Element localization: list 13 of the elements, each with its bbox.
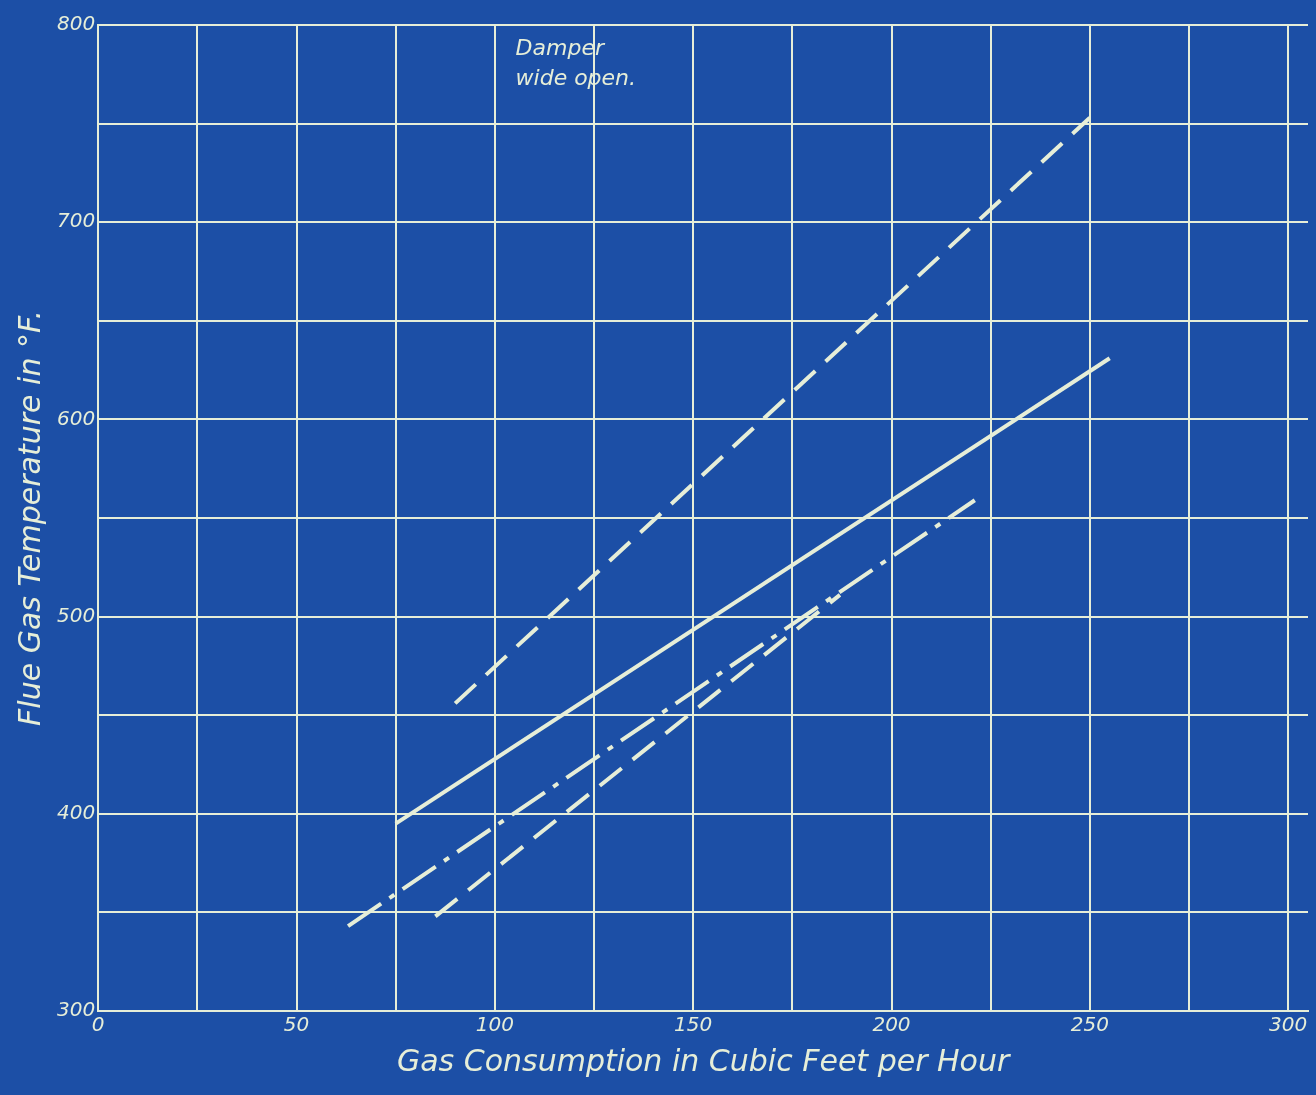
x-tick-label: 250 bbox=[1070, 1012, 1109, 1037]
x-tick-label: 50 bbox=[283, 1012, 310, 1037]
x-tick-label: 200 bbox=[872, 1012, 911, 1037]
y-tick-label: 600 bbox=[56, 405, 96, 430]
x-tick-label: 100 bbox=[475, 1012, 514, 1037]
x-tick-label: 150 bbox=[674, 1012, 713, 1037]
y-axis-title: Flue Gas Temperature in °F. bbox=[11, 310, 47, 726]
y-tick-label: 800 bbox=[56, 11, 96, 36]
y-tick-label: 400 bbox=[56, 800, 96, 824]
y-tick-label: 700 bbox=[56, 208, 96, 233]
x-tick-label: 300 bbox=[1269, 1012, 1308, 1037]
x-axis-title: Gas Consumption in Cubic Feet per Hour bbox=[396, 1042, 1011, 1078]
y-tick-label: 500 bbox=[56, 602, 96, 627]
